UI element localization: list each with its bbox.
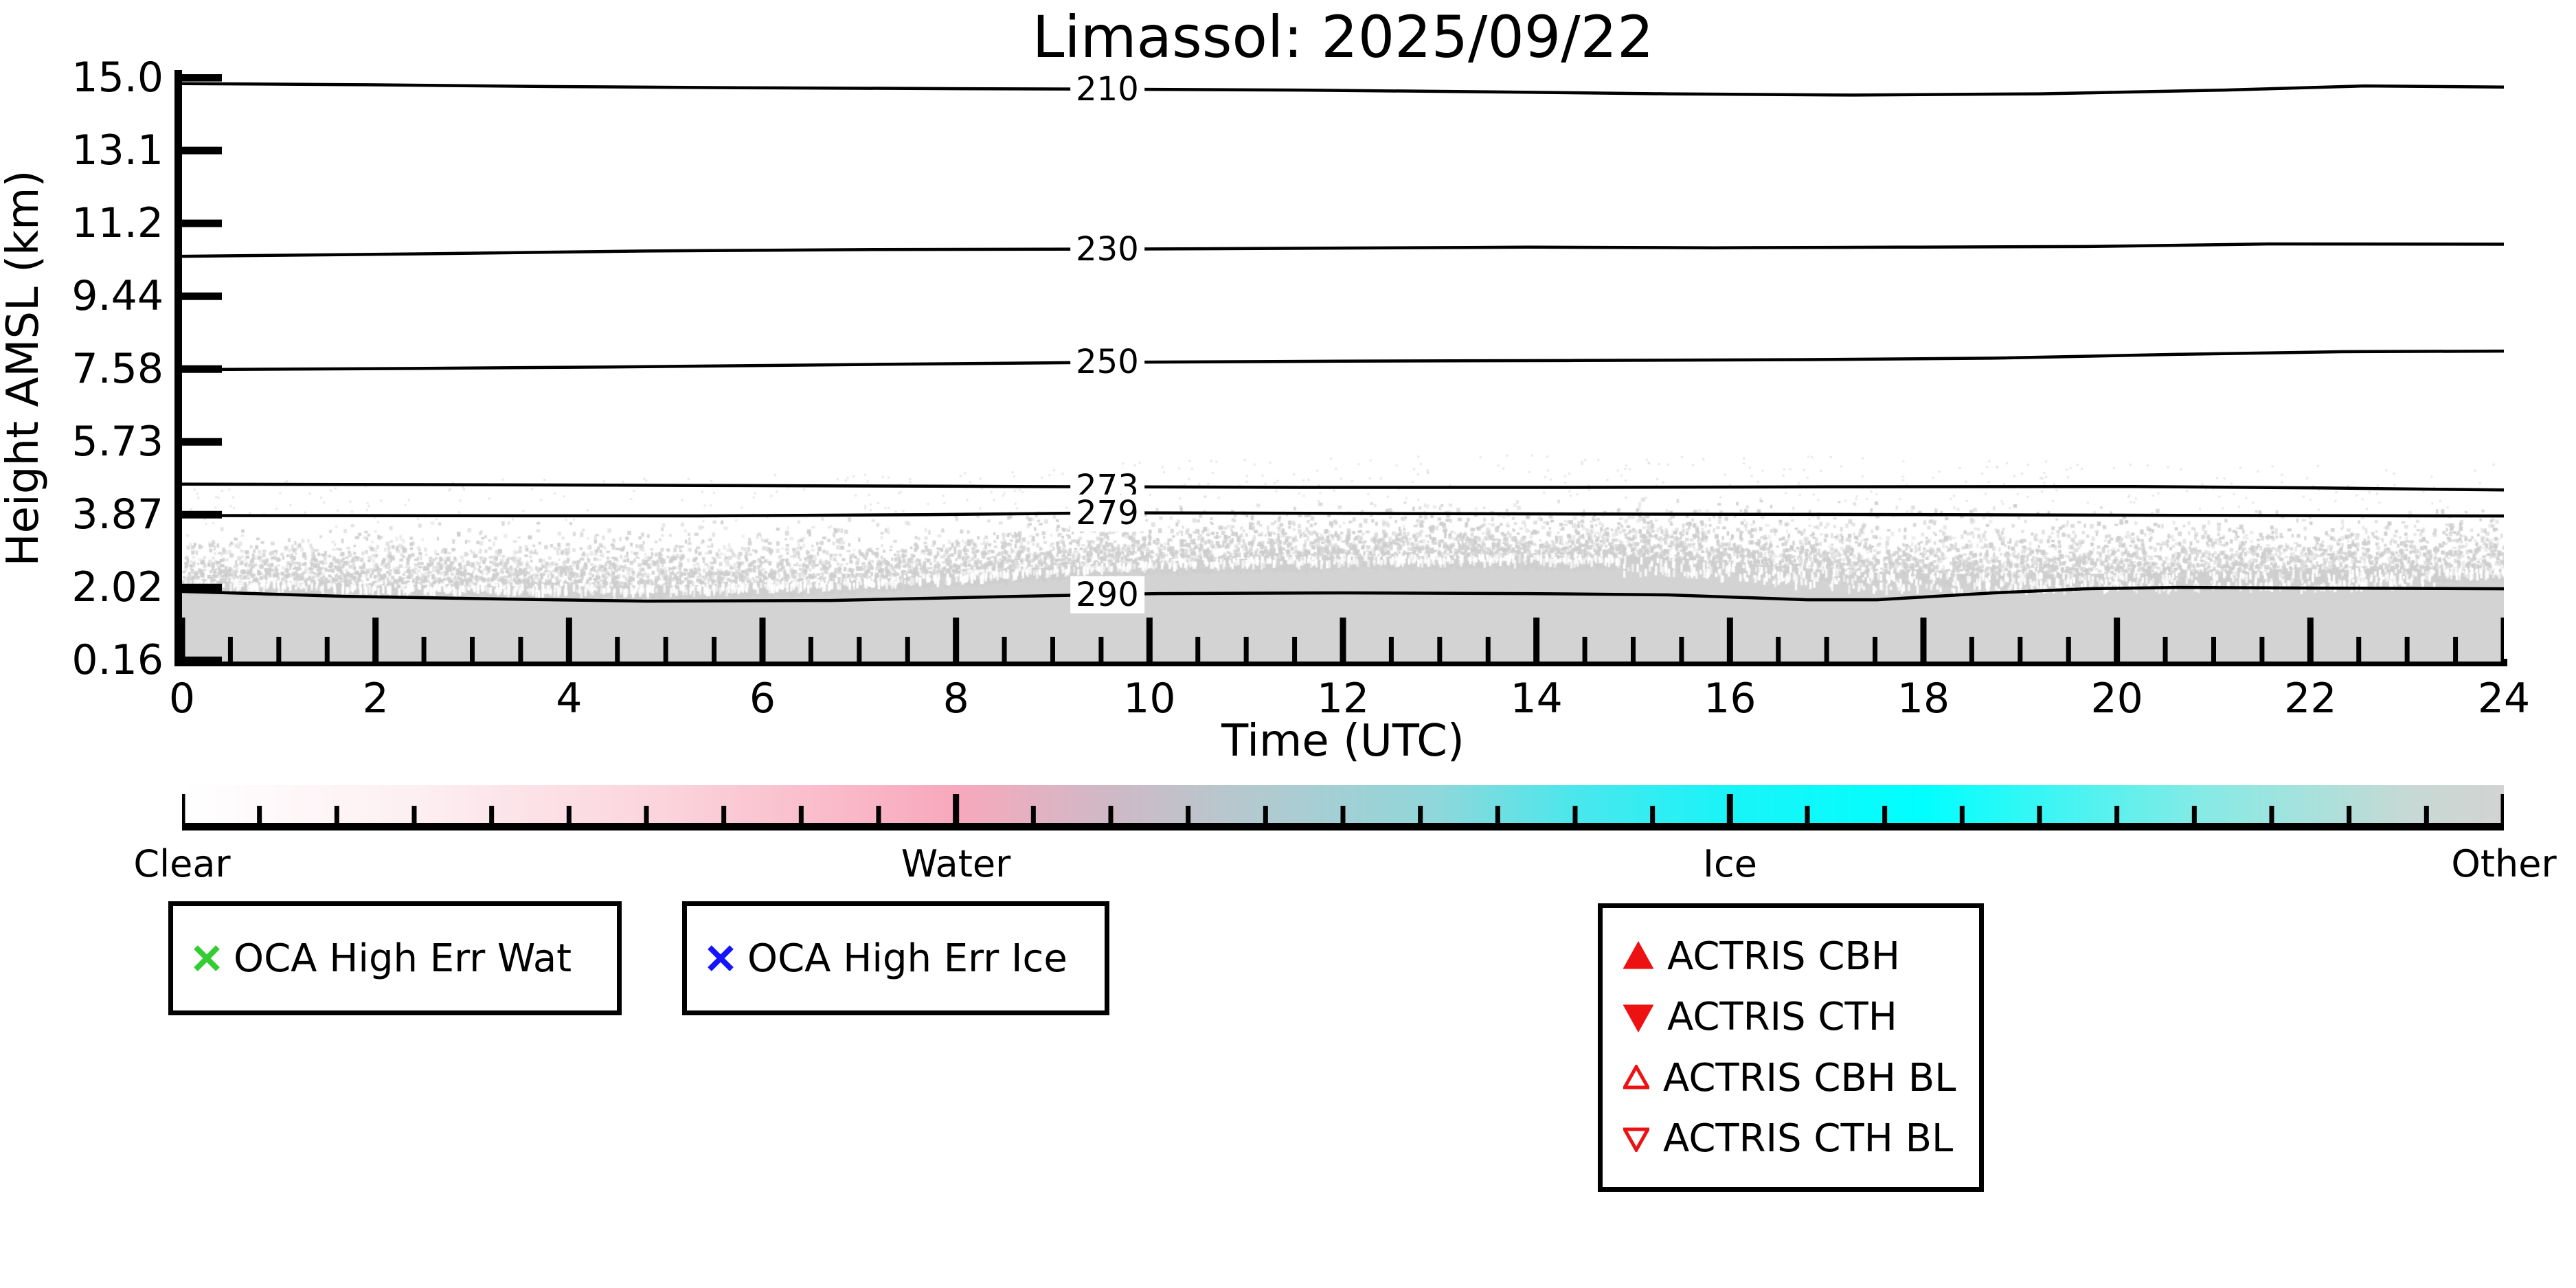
colorbar-label-clear: Clear bbox=[133, 842, 230, 885]
legend-label: ACTRIS CBH BL bbox=[1663, 1056, 1956, 1100]
legend-row-actris-cbh: ACTRIS CBH bbox=[1623, 934, 1979, 979]
y-tick-label: 13.1 bbox=[71, 126, 163, 174]
legend-box-oca-high-err-wat: OCA High Err Wat bbox=[168, 901, 622, 1015]
x-tick-label: 10 bbox=[1123, 675, 1175, 723]
triangle-down-open-icon bbox=[1623, 1126, 1649, 1152]
legend-label-oca-high-err-wat: OCA High Err Wat bbox=[234, 936, 572, 981]
y-tick-labels: 15.0 13.1 11.2 9.44 7.58 5.73 3.87 2.02 0.16 bbox=[0, 0, 163, 1288]
x-tick-label: 4 bbox=[556, 675, 582, 723]
temperature-contour-273 bbox=[182, 484, 2504, 490]
legend-row-actris-cth: ACTRIS CTH bbox=[1623, 995, 1979, 1039]
legend-row-actris-cbh-bl: ACTRIS CBH BL bbox=[1623, 1056, 1979, 1100]
temperature-contour-250 bbox=[182, 351, 2504, 370]
colorbar-label-water: Water bbox=[901, 842, 1011, 885]
y-tick-label: 9.44 bbox=[71, 272, 163, 320]
y-axis-spine bbox=[174, 70, 182, 666]
temperature-contour-230 bbox=[182, 244, 2504, 256]
y-tick-label: 11.2 bbox=[71, 199, 163, 247]
figure: Limassol: 2025/09/22 Height AMSL (km) 21… bbox=[0, 0, 2576, 1288]
x-tick-label: 0 bbox=[169, 675, 195, 723]
legend-box-oca-high-err-ice: OCA High Err Ice bbox=[682, 901, 1109, 1015]
x-tick-label: 24 bbox=[2478, 675, 2530, 723]
plot-area bbox=[182, 74, 2504, 662]
colorbar-ticks bbox=[182, 785, 2504, 823]
blue-x-marker-icon bbox=[705, 942, 736, 975]
y-tick-label: 15.0 bbox=[71, 54, 163, 102]
legend-box-actris: ACTRIS CBH ACTRIS CTH ACTRIS CBH BL ACTRIS … bbox=[1598, 903, 1984, 1192]
category-colorbar bbox=[182, 785, 2504, 831]
y-tick-label: 3.87 bbox=[71, 490, 163, 539]
colorbar-label-other: Other bbox=[2451, 842, 2556, 885]
legend-label-oca-high-err-ice: OCA High Err Ice bbox=[747, 936, 1067, 981]
y-tick-label: 2.02 bbox=[71, 563, 163, 611]
x-tick-label: 6 bbox=[749, 675, 776, 723]
x-tick-label: 2 bbox=[363, 675, 389, 723]
triangle-down-filled-icon bbox=[1623, 1002, 1653, 1032]
y-tick-label: 5.73 bbox=[71, 418, 163, 466]
x-tick-label: 8 bbox=[943, 675, 969, 723]
green-x-marker-icon bbox=[191, 942, 223, 975]
temperature-contour-290 bbox=[182, 587, 2504, 601]
x-tick-label: 14 bbox=[1510, 675, 1562, 723]
temperature-contour-279 bbox=[182, 513, 2504, 517]
x-tick-label: 22 bbox=[2284, 675, 2336, 723]
y-tick-label: 7.58 bbox=[71, 345, 163, 393]
x-tick-label: 20 bbox=[2090, 675, 2143, 723]
colorbar-labels: Clear Water Ice Other bbox=[182, 842, 2504, 890]
temperature-contour-210 bbox=[182, 84, 2504, 95]
contours-and-ticks bbox=[182, 74, 2504, 662]
chart-title: Limassol: 2025/09/22 bbox=[1032, 5, 1654, 69]
triangle-up-filled-icon bbox=[1623, 941, 1653, 971]
x-tick-label: 18 bbox=[1897, 675, 1950, 723]
legend-row-actris-cth-bl: ACTRIS CTH BL bbox=[1623, 1116, 1979, 1161]
colorbar-label-ice: Ice bbox=[1703, 842, 1757, 885]
legend-label: ACTRIS CTH bbox=[1667, 995, 1897, 1039]
legend-label: ACTRIS CBH bbox=[1667, 934, 1900, 979]
x-tick-label: 16 bbox=[1704, 675, 1756, 723]
legend-label: ACTRIS CTH BL bbox=[1663, 1116, 1953, 1161]
x-axis-label: Time (UTC) bbox=[1221, 716, 1465, 767]
triangle-up-open-icon bbox=[1623, 1065, 1649, 1091]
